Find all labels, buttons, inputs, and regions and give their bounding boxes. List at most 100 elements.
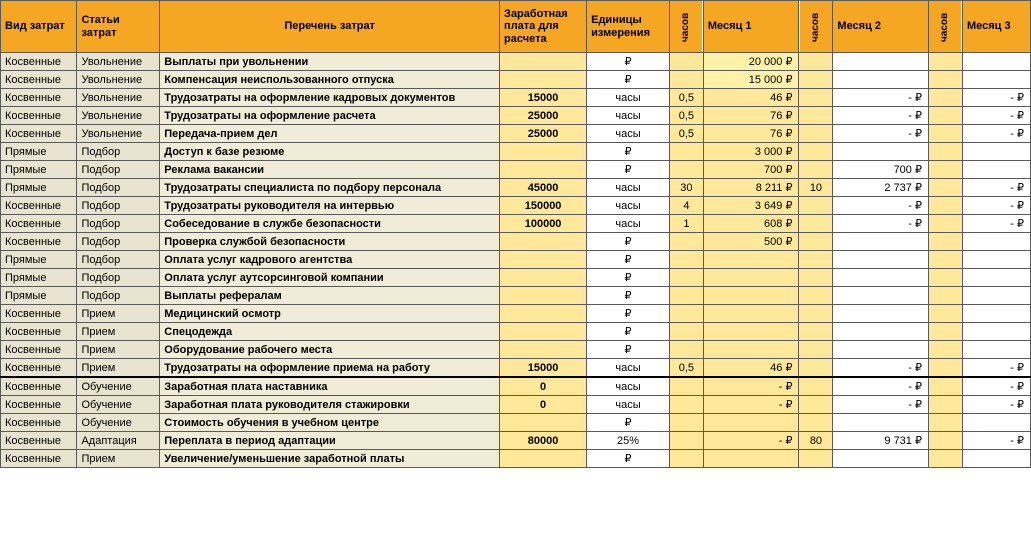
cell-desc: Стоимость обучения в учебном центре (160, 414, 500, 432)
cell-m2: - ₽ (833, 125, 929, 143)
cell-m3 (962, 287, 1030, 305)
table-row: КосвенныеПодборПроверка службой безопасн… (1, 233, 1031, 251)
header-desc: Перечень затрат (160, 1, 500, 53)
cell-h2 (799, 305, 833, 323)
header-m1: Месяц 1 (703, 1, 799, 53)
cell-h2 (799, 341, 833, 359)
cell-m2: - ₽ (833, 359, 929, 378)
cell-m2 (833, 323, 929, 341)
cell-stat: Подбор (77, 179, 160, 197)
cell-m3: - ₽ (962, 107, 1030, 125)
cell-unit: ₽ (587, 143, 670, 161)
cell-desc: Доступ к базе резюме (160, 143, 500, 161)
cell-zp (500, 53, 587, 71)
cell-m3 (962, 269, 1030, 287)
cell-stat: Увольнение (77, 125, 160, 143)
cell-h3 (928, 269, 962, 287)
table-row: ПрямыеПодборВыплаты рефералам₽ (1, 287, 1031, 305)
cell-m3 (962, 305, 1030, 323)
table-row: КосвенныеОбучениеЗаработная плата руково… (1, 396, 1031, 414)
costs-table: Вид затрат Статьи затрат Перечень затрат… (0, 0, 1031, 468)
cell-stat: Подбор (77, 161, 160, 179)
cell-m1 (703, 305, 799, 323)
cell-m1: - ₽ (703, 432, 799, 450)
cell-m1: 3 649 ₽ (703, 197, 799, 215)
cell-stat: Увольнение (77, 53, 160, 71)
cell-m2: 9 731 ₽ (833, 432, 929, 450)
cell-m1: 76 ₽ (703, 125, 799, 143)
cell-h1 (669, 71, 703, 89)
cell-m1: - ₽ (703, 396, 799, 414)
cell-zp (500, 143, 587, 161)
cell-vid: Косвенные (1, 341, 77, 359)
cell-h1 (669, 414, 703, 432)
cell-desc: Проверка службой безопасности (160, 233, 500, 251)
cell-unit: ₽ (587, 305, 670, 323)
cell-desc: Компенсация неиспользованного отпуска (160, 71, 500, 89)
cell-h2 (799, 287, 833, 305)
header-vid: Вид затрат (1, 1, 77, 53)
cell-unit: часы (587, 197, 670, 215)
cell-stat: Подбор (77, 233, 160, 251)
cell-h3 (928, 396, 962, 414)
cell-h3 (928, 377, 962, 396)
cell-h2 (799, 269, 833, 287)
cell-stat: Подбор (77, 287, 160, 305)
cell-h3 (928, 143, 962, 161)
cell-zp (500, 287, 587, 305)
cell-h1 (669, 377, 703, 396)
cell-h2 (799, 125, 833, 143)
cell-desc: Трудозатраты на оформление расчета (160, 107, 500, 125)
cell-h1 (669, 287, 703, 305)
cell-m3: - ₽ (962, 377, 1030, 396)
cell-vid: Прямые (1, 179, 77, 197)
header-m2: Месяц 2 (833, 1, 929, 53)
cell-vid: Косвенные (1, 359, 77, 378)
cell-m1: 20 000 ₽ (703, 53, 799, 71)
cell-m2: - ₽ (833, 89, 929, 107)
cell-h2 (799, 359, 833, 378)
cell-h2 (799, 323, 833, 341)
cell-h1 (669, 396, 703, 414)
cell-vid: Косвенные (1, 107, 77, 125)
cell-h2 (799, 414, 833, 432)
cell-m1 (703, 414, 799, 432)
header-m3: Месяц 3 (962, 1, 1030, 53)
cell-h3 (928, 287, 962, 305)
cell-desc: Выплаты при увольнении (160, 53, 500, 71)
cell-unit: часы (587, 215, 670, 233)
cell-m1: 608 ₽ (703, 215, 799, 233)
cell-h3 (928, 359, 962, 378)
cell-vid: Косвенные (1, 197, 77, 215)
cell-unit: ₽ (587, 233, 670, 251)
header-hours-1: часов (669, 1, 703, 53)
cell-h2: 80 (799, 432, 833, 450)
cell-zp: 25000 (500, 125, 587, 143)
table-row: КосвенныеПодборСобеседование в службе бе… (1, 215, 1031, 233)
cell-unit: часы (587, 125, 670, 143)
cell-stat: Увольнение (77, 71, 160, 89)
cell-stat: Увольнение (77, 107, 160, 125)
cell-m2 (833, 450, 929, 468)
table-row: ПрямыеПодборОплата услуг аутсорсинговой … (1, 269, 1031, 287)
cell-m3 (962, 71, 1030, 89)
cell-m3: - ₽ (962, 89, 1030, 107)
cell-vid: Косвенные (1, 377, 77, 396)
cell-h3 (928, 323, 962, 341)
cell-h1: 0,5 (669, 359, 703, 378)
cell-m1 (703, 323, 799, 341)
cell-zp: 15000 (500, 359, 587, 378)
cell-m1: 700 ₽ (703, 161, 799, 179)
cell-desc: Заработная плата руководителя стажировки (160, 396, 500, 414)
cell-desc: Оплата услуг аутсорсинговой компании (160, 269, 500, 287)
cell-stat: Подбор (77, 251, 160, 269)
table-row: КосвенныеУвольнениеТрудозатраты на оформ… (1, 89, 1031, 107)
table-row: КосвенныеПриемСпецодежда₽ (1, 323, 1031, 341)
cell-unit: ₽ (587, 71, 670, 89)
cell-m1 (703, 251, 799, 269)
cell-m2 (833, 414, 929, 432)
table-row: ПрямыеПодборОплата услуг кадрового агент… (1, 251, 1031, 269)
cell-vid: Прямые (1, 161, 77, 179)
header-zp: Заработная плата для расчета (500, 1, 587, 53)
cell-vid: Прямые (1, 251, 77, 269)
